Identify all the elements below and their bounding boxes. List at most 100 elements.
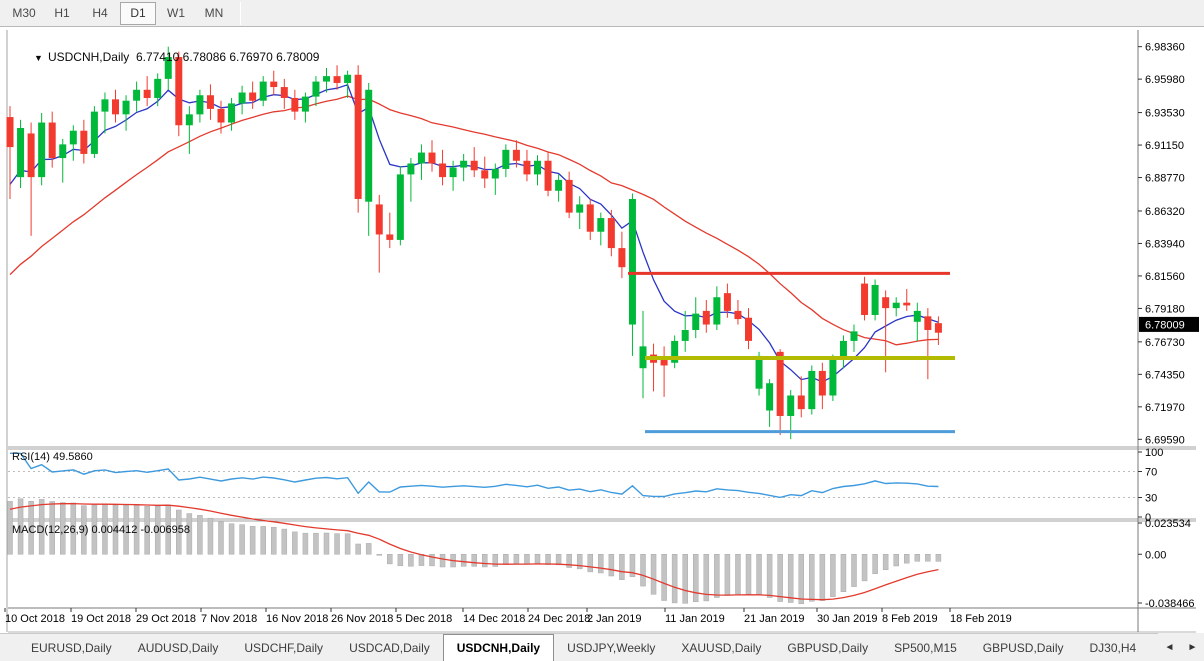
timeframe-button-d1[interactable]: D1 <box>120 1 156 25</box>
chart-canvas[interactable]: 6.98360 6.95980 6.93530 6.91150 6.88770 6.863… <box>0 27 1204 633</box>
candle-down <box>206 95 214 109</box>
candle-down <box>217 108 225 123</box>
candle-down <box>143 89 151 98</box>
candle-down <box>734 310 742 320</box>
candle-up <box>154 78 162 98</box>
symbol-tab-usdchf-daily[interactable]: USDCHF,Daily <box>244 640 324 655</box>
candle-up <box>323 76 330 82</box>
current-price-value: 6.78009 <box>1145 319 1185 331</box>
price-axis-label: 6.93530 <box>1145 108 1185 120</box>
candle-up <box>122 100 130 115</box>
timeframe-button-h4[interactable]: H4 <box>92 6 108 20</box>
rsi-axis-label: 0 <box>1145 512 1151 524</box>
macd-histogram-bar <box>482 554 488 568</box>
candle-up <box>417 152 425 164</box>
date-axis-label: 5 Dec 2018 <box>396 613 452 625</box>
macd-histogram-bar <box>460 554 467 567</box>
candle-down <box>544 160 552 191</box>
macd-histogram-bar <box>840 554 847 592</box>
macd-histogram-bar <box>935 554 942 562</box>
candle-down <box>702 310 710 325</box>
macd-histogram-bar <box>418 554 425 566</box>
timeframe-toolbar: M30 H1 H4 D1 W1 MN <box>0 0 1204 27</box>
macd-histogram-bar <box>861 554 868 582</box>
symbol-tab-sp500-m15[interactable]: SP500,M15 <box>894 640 957 655</box>
date-axis-label: 8 Feb 2019 <box>882 613 938 625</box>
macd-histogram-bar <box>60 502 66 555</box>
rsi-axis-label: 70 <box>1145 467 1157 479</box>
symbol-tab-gbpusd-daily[interactable]: GBPUSD,Daily <box>787 640 869 655</box>
macd-histogram-bar <box>798 554 804 605</box>
candle-up <box>871 284 879 315</box>
macd-histogram-bar <box>186 513 193 555</box>
symbol-tab-audusd-daily[interactable]: AUDUSD,Daily <box>137 640 219 655</box>
candle-down <box>48 122 56 159</box>
candle-up <box>681 329 689 341</box>
chart-area: 6.98360 6.95980 6.93530 6.91150 6.88770 6.863… <box>0 27 1204 633</box>
candle-down <box>6 117 14 148</box>
macd-histogram-bar <box>376 554 382 556</box>
macd-histogram-bar <box>809 554 815 602</box>
tab-scroll-right-icon[interactable]: ► <box>1187 641 1198 653</box>
candle-down <box>861 283 869 315</box>
candles-layer <box>6 46 942 440</box>
candle-down <box>354 74 362 199</box>
timeframe-button-h1[interactable]: H1 <box>54 6 70 20</box>
symbol-tab-dj30-h4[interactable]: DJ30,H4 <box>1089 640 1137 655</box>
symbol-dropdown-icon[interactable]: ▼ <box>34 53 43 63</box>
date-axis-label: 14 Dec 2018 <box>463 613 525 625</box>
macd-histogram-bar <box>640 554 646 587</box>
macd-histogram-bar <box>197 515 203 555</box>
candle-up <box>365 89 373 202</box>
macd-histogram-bar <box>281 528 288 555</box>
timeframe-button-w1[interactable]: W1 <box>167 6 185 20</box>
date-axis-label: 7 Nov 2018 <box>201 613 257 625</box>
macd-histogram-bar <box>513 554 520 564</box>
symbol-tab-gbpusd-daily[interactable]: GBPUSD,Daily <box>982 640 1064 655</box>
macd-histogram-bar <box>260 526 266 555</box>
moving-averages-layer <box>9 83 939 383</box>
price-axis-label: 6.86320 <box>1145 206 1185 218</box>
macd-histogram-bar <box>598 554 604 574</box>
price-axis-label: 6.76730 <box>1145 337 1185 349</box>
date-axis-label: 10 Oct 2018 <box>5 613 65 625</box>
macd-histogram-bar <box>724 554 731 596</box>
candle-down <box>470 160 478 171</box>
symbol-tab-eurusd-daily[interactable]: EURUSD,Daily <box>31 640 112 655</box>
candle-down <box>249 92 257 101</box>
candle-down <box>818 370 826 396</box>
symbol-tab-usdcad-daily[interactable]: USDCAD,Daily <box>349 640 430 655</box>
chart-ohlc-values: 6.77410 6.78086 6.76970 6.78009 <box>135 50 320 64</box>
candle-up <box>755 355 763 389</box>
symbol-tab-usdcnh-daily[interactable]: USDCNH,Daily <box>442 634 555 661</box>
candle-up <box>491 168 499 179</box>
macd-histogram-bar <box>144 506 150 555</box>
candle-up <box>228 103 236 123</box>
timeframe-button-m30[interactable]: M30 <box>12 6 36 20</box>
candle-down <box>280 87 288 98</box>
current-price-badge <box>1139 316 1199 332</box>
candle-down <box>618 248 626 268</box>
candle-down <box>723 293 731 311</box>
macd-histogram-bar <box>735 554 741 595</box>
candle-up <box>808 370 816 410</box>
macd-histogram-bar <box>524 554 530 565</box>
macd-axis-label: -0.038466 <box>1145 598 1195 610</box>
candle-up <box>839 340 847 361</box>
timeframe-button-mn[interactable]: MN <box>204 6 224 20</box>
candle-up <box>90 111 98 154</box>
macd-histogram-bar <box>766 554 773 598</box>
candle-down <box>27 133 35 178</box>
symbol-tab-xauusd-daily[interactable]: XAUUSD,Daily <box>681 640 762 655</box>
macd-histogram-bar <box>334 533 340 555</box>
macd-histogram-bar <box>81 505 87 555</box>
symbol-tab-usdjpy-weekly[interactable]: USDJPY,Weekly <box>567 640 656 655</box>
candle-down <box>745 317 752 341</box>
candle-up <box>628 198 636 325</box>
macd-histogram-bar <box>239 524 245 555</box>
tab-scroll-left-icon[interactable]: ◄ <box>1164 641 1175 653</box>
date-axis-label: 26 Nov 2018 <box>331 613 393 625</box>
macd-histogram-bar <box>292 531 298 555</box>
candle-up <box>892 302 900 309</box>
